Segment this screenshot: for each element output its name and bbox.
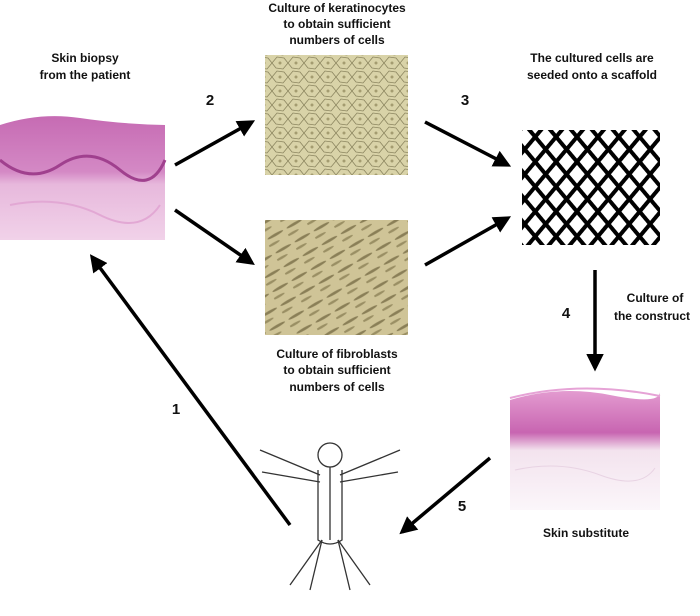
arrow [424, 120, 512, 167]
arrow [174, 120, 256, 167]
step-number: 2 [206, 92, 214, 109]
arrow [424, 216, 512, 267]
node-label: Skin biopsy [51, 51, 119, 65]
node-label: numbers of cells [289, 380, 385, 394]
node-label: The cultured cells are [530, 51, 654, 65]
arrow [89, 254, 292, 527]
node-label: Culture of fibroblasts [276, 347, 398, 361]
node-label: Skin substitute [543, 526, 629, 540]
node-label: numbers of cells [289, 33, 385, 47]
scaffold-image [522, 130, 660, 245]
keratinocyte-image [265, 55, 408, 175]
step-number: 3 [461, 92, 469, 109]
biopsy-image [0, 116, 167, 240]
node-label: to obtain sufficient [283, 363, 390, 377]
node-label: Culture of keratinocytes [268, 1, 406, 15]
step-number: 4 [562, 305, 571, 322]
skin-substitute-image [509, 387, 661, 510]
step-number: 5 [458, 498, 466, 515]
arrow [174, 208, 255, 265]
arrow [399, 456, 492, 535]
human-figure [259, 442, 401, 591]
step-label: Culture of [627, 291, 685, 305]
fibroblast-image [265, 220, 408, 335]
step-label: the construct [614, 309, 690, 323]
node-label: from the patient [40, 68, 131, 82]
node-label: seeded onto a scaffold [527, 68, 657, 82]
node-label: to obtain sufficient [283, 17, 390, 31]
step-number: 1 [172, 401, 180, 418]
